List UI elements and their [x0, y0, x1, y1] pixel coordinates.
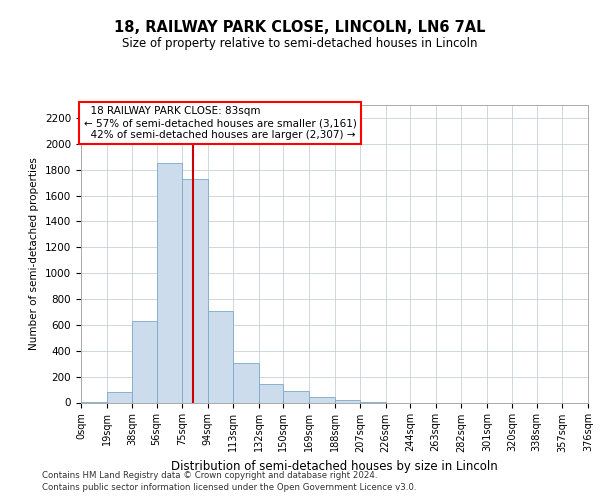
Text: 18, RAILWAY PARK CLOSE, LINCOLN, LN6 7AL: 18, RAILWAY PARK CLOSE, LINCOLN, LN6 7AL	[114, 20, 486, 35]
Bar	[259, 384, 283, 402]
Bar	[157, 163, 182, 402]
Bar	[283, 391, 309, 402]
Text: Size of property relative to semi-detached houses in Lincoln: Size of property relative to semi-detach…	[122, 38, 478, 51]
Bar	[208, 310, 233, 402]
Bar	[182, 178, 208, 402]
Text: Contains HM Land Registry data © Crown copyright and database right 2024.: Contains HM Land Registry data © Crown c…	[42, 472, 377, 480]
X-axis label: Distribution of semi-detached houses by size in Lincoln: Distribution of semi-detached houses by …	[171, 460, 498, 473]
Bar	[335, 400, 360, 402]
Text: Contains public sector information licensed under the Open Government Licence v3: Contains public sector information licen…	[42, 483, 416, 492]
Bar	[309, 396, 335, 402]
Y-axis label: Number of semi-detached properties: Number of semi-detached properties	[29, 158, 40, 350]
Bar	[233, 363, 259, 403]
Bar	[132, 321, 157, 402]
Text: 18 RAILWAY PARK CLOSE: 83sqm
← 57% of semi-detached houses are smaller (3,161)
 : 18 RAILWAY PARK CLOSE: 83sqm ← 57% of se…	[83, 106, 356, 140]
Bar	[107, 392, 132, 402]
